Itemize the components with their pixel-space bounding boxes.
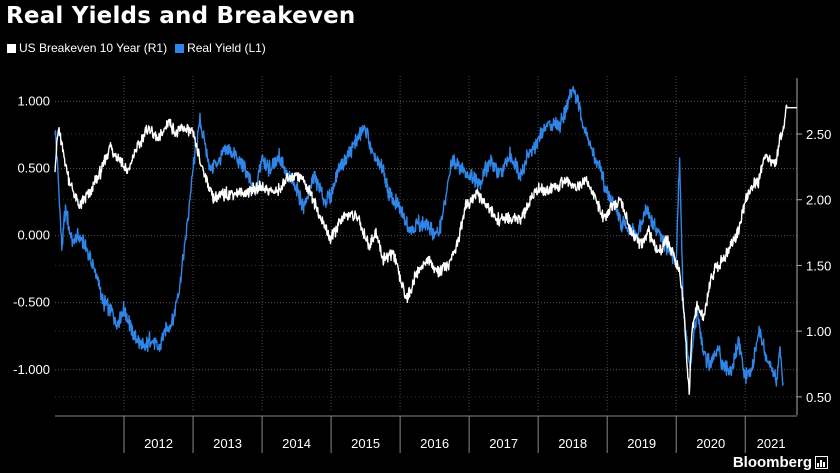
x-tick-label: 2012 xyxy=(144,436,173,451)
left-tick-label: 1.000 xyxy=(17,93,50,108)
x-tick-label: 2014 xyxy=(282,436,311,451)
x-tick-label: 2017 xyxy=(489,436,518,451)
brand-label: Bloomberg xyxy=(732,454,812,471)
legend: US Breakeven 10 Year (R1) Real Yield (L1… xyxy=(7,41,274,55)
right-tick-label: 0.50 xyxy=(806,390,831,405)
legend-swatch-real-yield xyxy=(175,43,185,53)
left-tick-label: 0.000 xyxy=(17,228,50,243)
right-tick-label: 1.00 xyxy=(806,324,831,339)
left-tick-label: 0.500 xyxy=(17,161,50,176)
legend-label-real-yield: Real Yield (L1) xyxy=(187,41,266,55)
x-tick-label: 2021 xyxy=(757,436,786,451)
legend-item-real-yield: Real Yield (L1) xyxy=(175,41,266,55)
x-tick-label: 2013 xyxy=(213,436,242,451)
legend-label-breakeven: US Breakeven 10 Year (R1) xyxy=(19,41,168,55)
right-tick-label: 2.50 xyxy=(806,127,831,142)
bloomberg-logo: Bloomberg xyxy=(733,454,828,471)
left-tick-label: -0.500 xyxy=(13,295,50,310)
bar-chart-icon xyxy=(815,456,828,469)
right-tick-label: 1.50 xyxy=(806,258,831,273)
series-line-real-yield xyxy=(54,86,784,387)
chart-title: Real Yields and Breakeven xyxy=(6,3,356,29)
right-tick-label: 2.00 xyxy=(806,193,831,208)
x-tick-label: 2020 xyxy=(696,436,725,451)
x-tick-label: 2018 xyxy=(558,436,587,451)
x-tick-label: 2016 xyxy=(420,436,449,451)
series-line-breakeven xyxy=(54,104,798,395)
left-tick-label: -1.000 xyxy=(13,362,50,377)
legend-swatch-breakeven xyxy=(7,43,16,53)
x-tick-label: 2015 xyxy=(351,436,380,451)
x-tick-label: 2019 xyxy=(627,436,656,451)
legend-item-breakeven: US Breakeven 10 Year (R1) xyxy=(7,41,167,55)
